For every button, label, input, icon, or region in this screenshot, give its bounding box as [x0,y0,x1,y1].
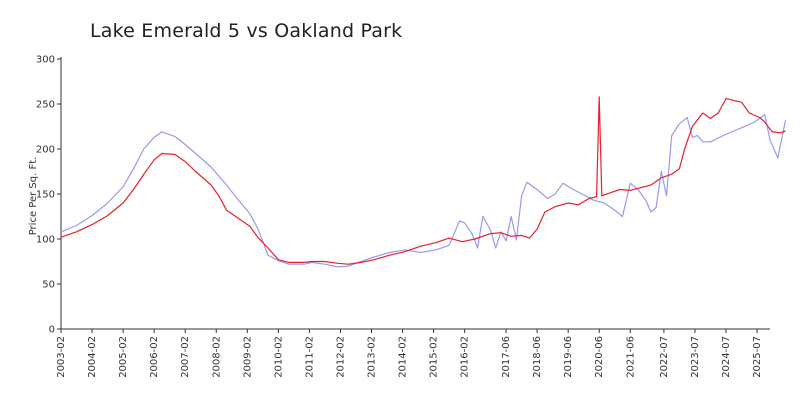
x-tick-label: 2016-02 [460,336,471,378]
x-tick-label: 2003-02 [56,336,67,378]
x-tick-label: 2018-06 [532,336,543,378]
x-tick-label: 2011-02 [304,336,315,378]
x-tick-label: 2022-07 [659,336,670,378]
y-axis-label: Price Per Sq. Ft. [28,157,39,236]
x-tick-label: 2005-02 [118,336,129,378]
y-tick-label: 150 [36,190,55,201]
x-tick-label: 2009-02 [242,336,253,378]
x-tick-label: 2020-06 [594,336,605,378]
x-tick-label: 2013-02 [367,336,378,378]
y-tick-label: 300 [36,55,55,66]
x-tick-label: 2008-02 [211,336,222,378]
x-tick-label: 2019-06 [563,336,574,378]
x-tick-label: 2014-02 [398,336,409,378]
series-line-2 [60,114,787,268]
y-tick-label: 250 [36,100,55,111]
series-line-1 [60,96,786,265]
axes [60,57,770,330]
x-tick-label: 2006-02 [149,336,160,378]
x-tick-label: 2025-07 [752,336,763,378]
y-tick-label: 200 [36,145,55,156]
x-tick-label: 2024-07 [721,336,732,378]
chart-title: Lake Emerald 5 vs Oakland Park [90,20,403,42]
x-tick-label: 2004-02 [87,336,98,378]
x-tick-label: 2010-02 [273,336,284,378]
x-tick-label: 2017-06 [501,336,512,378]
x-tick-label: 2021-06 [625,336,636,378]
y-tick-label: 0 [49,325,55,336]
x-tick-label: 2007-02 [180,336,191,378]
x-tick-label: 2023-07 [690,336,701,378]
y-tick-label: 100 [36,235,55,246]
series-layer [60,96,787,268]
x-tick-label: 2012-02 [335,336,346,378]
y-tick-label: 50 [42,280,55,291]
x-axis-ticks: 2003-02 2004-02 2005-02 2006-02 2007-02 2008-… [56,329,763,378]
y-axis-ticks: 0 50 100 150 200 250 300 [36,55,61,336]
x-tick-label: 2015-02 [429,336,440,378]
